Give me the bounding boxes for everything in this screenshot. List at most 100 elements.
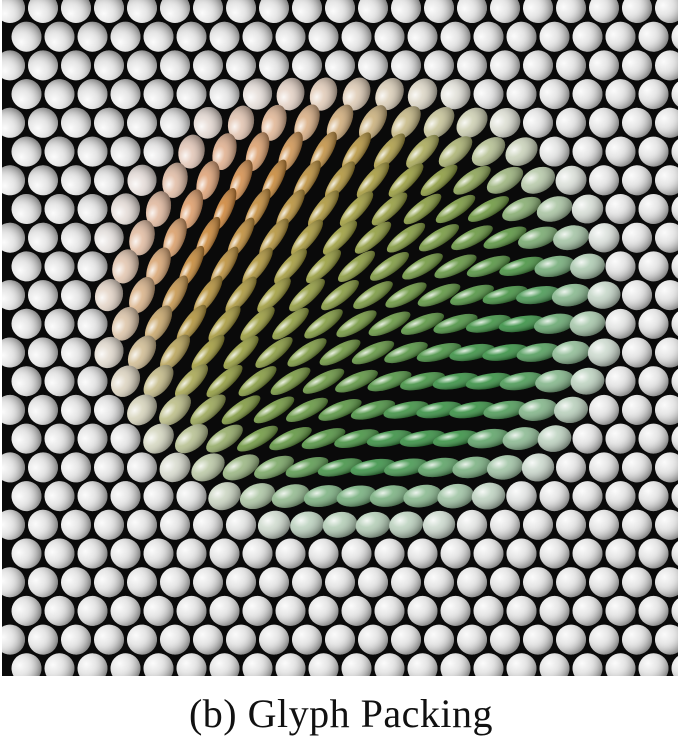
glyph-shading bbox=[44, 481, 75, 512]
glyph-shading bbox=[671, 308, 678, 339]
glyph-shading bbox=[589, 509, 619, 540]
glyph-shading bbox=[160, 334, 190, 371]
glyph-shading bbox=[572, 79, 603, 110]
glyph-shading bbox=[422, 510, 456, 539]
glyph-shading bbox=[44, 366, 75, 397]
glyph-shading bbox=[457, 624, 487, 655]
glyph-shading bbox=[556, 50, 586, 81]
glyph-shading bbox=[341, 653, 372, 676]
glyph-shading bbox=[572, 481, 603, 512]
glyph-shading bbox=[308, 595, 339, 626]
glyph-shading bbox=[325, 50, 355, 81]
glyph-shading bbox=[523, 0, 553, 23]
glyph-shading bbox=[471, 137, 506, 167]
glyph-shading bbox=[400, 312, 445, 335]
glyph-shading bbox=[193, 567, 223, 598]
glyph-shading bbox=[433, 313, 478, 334]
glyph-shading bbox=[275, 538, 306, 569]
glyph-shading bbox=[226, 0, 256, 23]
glyph-shading bbox=[28, 624, 58, 655]
glyph-shading bbox=[325, 567, 355, 598]
glyph-shading bbox=[552, 340, 590, 365]
glyph-shading bbox=[94, 165, 124, 196]
glyph-shading bbox=[221, 395, 261, 425]
glyph-shading bbox=[254, 455, 294, 480]
glyph-shading bbox=[374, 21, 405, 52]
glyph-shading bbox=[403, 193, 442, 225]
glyph-shading bbox=[28, 0, 58, 23]
glyph-shading bbox=[473, 21, 504, 52]
glyph-shading bbox=[242, 247, 273, 286]
glyph-shading bbox=[556, 452, 586, 483]
glyph-shading bbox=[490, 509, 520, 540]
glyph-shading bbox=[572, 21, 603, 52]
glyph-shading bbox=[638, 79, 669, 110]
glyph-shading bbox=[391, 0, 421, 23]
glyph-shading bbox=[655, 394, 678, 425]
glyph-shading bbox=[209, 79, 240, 110]
glyph-shading bbox=[2, 107, 25, 138]
glyph-shading bbox=[506, 481, 537, 512]
glyph-shading bbox=[275, 21, 306, 52]
glyph-shading bbox=[388, 163, 424, 198]
glyph-shading bbox=[28, 222, 58, 253]
glyph-shading bbox=[358, 50, 388, 81]
glyph-shading bbox=[143, 538, 174, 569]
glyph-shading bbox=[127, 164, 157, 196]
glyph-shading bbox=[301, 428, 346, 450]
glyph-shading bbox=[537, 425, 572, 452]
glyph-shading bbox=[536, 196, 573, 222]
glyph-shading bbox=[655, 50, 678, 81]
glyph-shading bbox=[161, 275, 189, 315]
glyph-shading bbox=[317, 458, 363, 477]
glyph-shading bbox=[308, 653, 339, 676]
glyph-shading bbox=[2, 165, 25, 196]
glyph-shading bbox=[61, 165, 91, 196]
glyph-shading bbox=[502, 427, 541, 451]
glyph-shading bbox=[223, 335, 259, 370]
glyph-shading bbox=[523, 624, 553, 655]
glyph-shading bbox=[94, 509, 124, 540]
glyph-shading bbox=[638, 308, 669, 339]
glyph-shading bbox=[605, 21, 636, 52]
glyph-shading bbox=[521, 453, 555, 482]
glyph-shading bbox=[176, 481, 207, 512]
glyph-shading bbox=[206, 365, 243, 398]
glyph-shading bbox=[420, 164, 458, 197]
glyph-shading bbox=[432, 430, 479, 447]
glyph-shading bbox=[275, 653, 306, 676]
glyph-shading bbox=[622, 222, 652, 253]
glyph-shading bbox=[407, 595, 438, 626]
glyph-shading bbox=[11, 481, 42, 512]
glyph-shading bbox=[2, 624, 25, 655]
glyph-shading bbox=[259, 218, 289, 257]
glyph-shading bbox=[570, 253, 605, 280]
glyph-shading bbox=[655, 509, 678, 540]
glyph-shading bbox=[359, 105, 387, 141]
glyph-shading bbox=[358, 624, 388, 655]
glyph-shading bbox=[110, 136, 141, 167]
glyph-shading bbox=[110, 653, 141, 676]
glyph-shading bbox=[506, 79, 537, 110]
glyph-shading bbox=[291, 219, 323, 256]
glyph-shading bbox=[605, 538, 636, 569]
glyph-shading bbox=[245, 132, 270, 172]
glyph-shading bbox=[178, 134, 205, 169]
glyph-shading bbox=[457, 567, 487, 598]
glyph-shading bbox=[61, 567, 91, 598]
glyph-shading bbox=[655, 624, 678, 655]
glyph-shading bbox=[292, 624, 322, 655]
glyph-shading bbox=[400, 372, 445, 391]
glyph-shading bbox=[622, 567, 652, 598]
glyph-shading bbox=[605, 194, 636, 224]
glyph-shading bbox=[473, 595, 504, 626]
glyph-shading bbox=[143, 595, 174, 626]
glyph-shading bbox=[209, 595, 240, 626]
glyph-shading bbox=[94, 107, 124, 138]
glyph-shading bbox=[275, 595, 306, 626]
glyph-shading bbox=[160, 624, 190, 655]
glyph-shading bbox=[655, 337, 678, 368]
glyph-shading bbox=[306, 249, 341, 284]
glyph-shading bbox=[353, 281, 393, 310]
glyph-shading bbox=[94, 0, 124, 23]
